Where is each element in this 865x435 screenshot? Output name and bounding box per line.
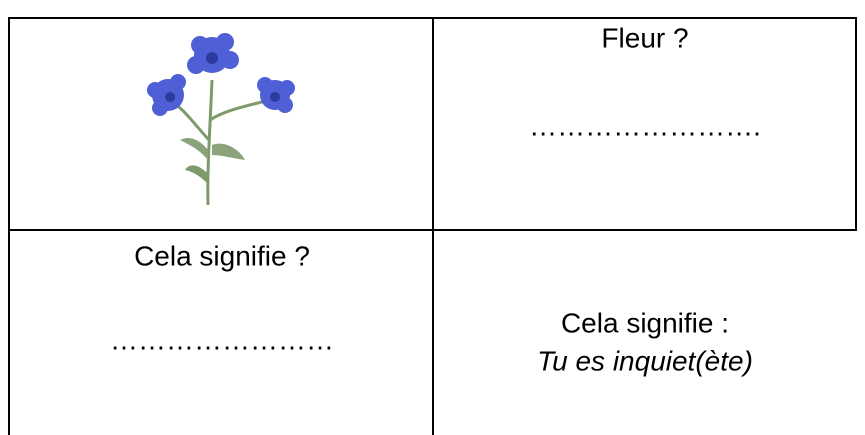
answer-blank: …………………….	[529, 110, 761, 141]
cornflower-illustration	[147, 33, 295, 206]
table-border	[8, 17, 857, 435]
meaning-label: Cela signifie :	[561, 307, 729, 338]
question: Cela signifie ?	[134, 240, 310, 271]
question: Fleur ?	[601, 22, 688, 53]
meaning-text: Tu es inquiet(ète)	[537, 345, 753, 376]
answer-blank: ……………………	[110, 324, 334, 355]
